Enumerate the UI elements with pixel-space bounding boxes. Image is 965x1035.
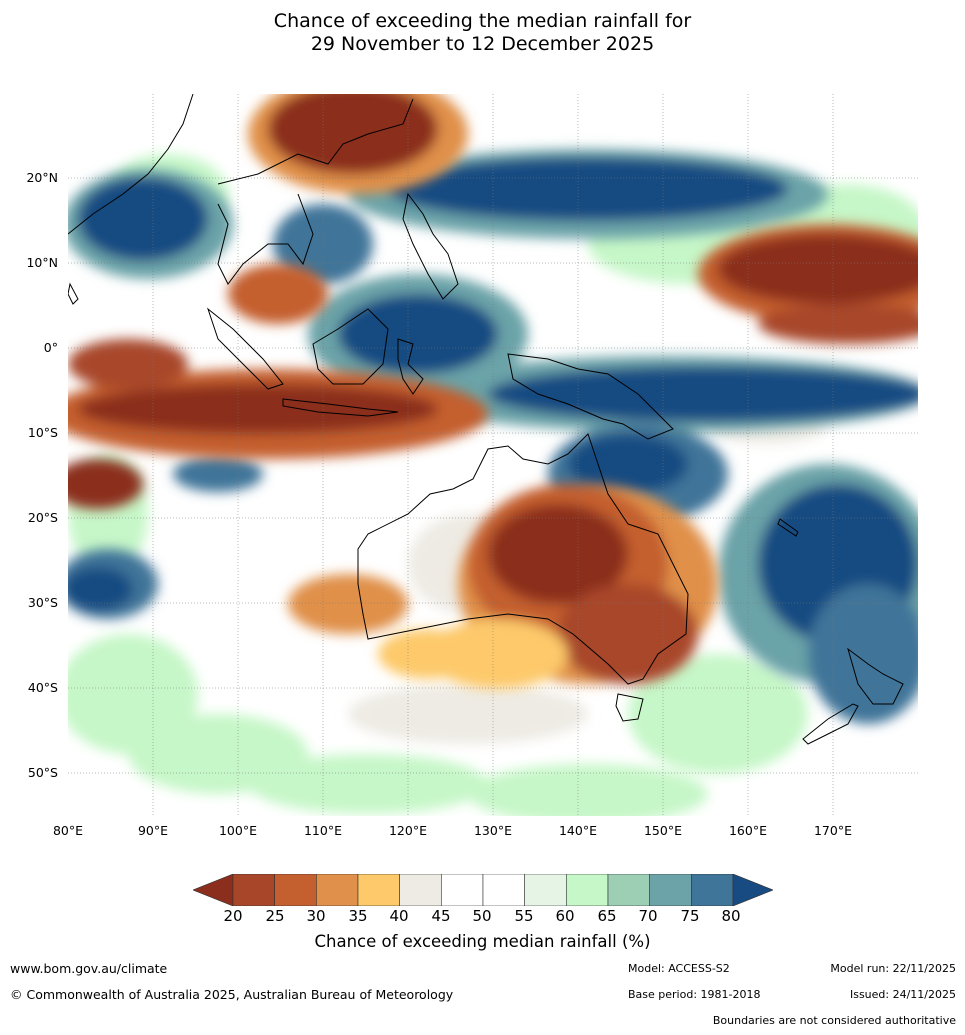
title-line-2: 29 November to 12 December 2025 (310, 33, 655, 55)
colorbar-tick-50: 50 (472, 907, 492, 925)
base-period-text: Base period: 1981-2018 (628, 988, 761, 1001)
colorbar-tick-80: 80 (721, 907, 741, 925)
colorbar-arrow-high (732, 874, 773, 906)
sri-lanka-coast (68, 282, 79, 305)
website-link[interactable]: www.bom.gov.au/climate (10, 961, 168, 976)
australia-coast (357, 433, 689, 685)
colorbar-tick-70: 70 (638, 907, 658, 925)
lat-label-10n: 10°N (26, 255, 58, 270)
colorbar-tick-30: 30 (306, 907, 326, 925)
lon-label-110e: 110°E (303, 823, 342, 838)
map-svg (68, 94, 918, 816)
colorbar-tick-25: 25 (265, 907, 285, 925)
colorbar (193, 874, 773, 906)
colorbar-cell (274, 874, 317, 906)
map-title: Chance of exceeding the median rainfall … (0, 10, 965, 56)
sulawesi-coast (397, 338, 424, 395)
lat-label-10s: 10°S (27, 425, 58, 440)
indochina-coast (217, 98, 414, 285)
lon-label-100e: 100°E (218, 823, 257, 838)
borneo-coast (312, 308, 389, 385)
colorbar-cell (441, 874, 484, 906)
colorbar-cell (691, 874, 734, 906)
colorbar-cell (524, 874, 567, 906)
lon-label-170e: 170°E (813, 823, 852, 838)
lat-label-40s: 40°S (27, 680, 58, 695)
colorbar-cells (193, 874, 773, 906)
colorbar-cell (607, 874, 650, 906)
lat-label-0: 0° (43, 340, 58, 355)
lon-label-120e: 120°E (388, 823, 427, 838)
colorbar-tick-65: 65 (597, 907, 617, 925)
colorbar-cell (357, 874, 400, 906)
copyright-text: © Commonwealth of Australia 2025, Austra… (10, 987, 454, 1002)
lat-label-20s: 20°S (27, 510, 58, 525)
colorbar-tick-75: 75 (680, 907, 700, 925)
colorbar-tick-55: 55 (514, 907, 534, 925)
lon-label-80e: 80°E (52, 823, 84, 838)
lat-label-20n: 20°N (26, 170, 58, 185)
title-line-1: Chance of exceeding the median rainfall … (273, 10, 692, 32)
new-zealand-south-coast (802, 703, 859, 745)
tasmania-coast (615, 693, 644, 722)
dry-regions (68, 94, 918, 689)
wet-regions (68, 149, 918, 724)
model-run-text: Model run: 22/11/2025 (830, 962, 956, 975)
lon-label-150e: 150°E (643, 823, 682, 838)
colorbar-cell (399, 874, 442, 906)
gridlines (68, 94, 918, 816)
rainfall-map (68, 94, 918, 816)
colorbar-arrow-low (193, 874, 234, 906)
philippines-coast (402, 192, 459, 300)
colorbar-tick-60: 60 (555, 907, 575, 925)
lat-label-30s: 30°S (27, 595, 58, 610)
india-coast (68, 94, 194, 235)
issued-text: Issued: 24/11/2025 (849, 988, 956, 1001)
lon-label-90e: 90°E (137, 823, 169, 838)
new-guinea-coast (507, 353, 674, 440)
colorbar-tick-45: 45 (431, 907, 451, 925)
colorbar-tick-40: 40 (389, 907, 409, 925)
lon-label-140e: 140°E (558, 823, 597, 838)
colorbar-cell (316, 874, 359, 906)
colorbar-cell (566, 874, 609, 906)
colorbar-tick-35: 35 (348, 907, 368, 925)
java-coast (282, 398, 399, 417)
new-caledonia-coast (777, 518, 799, 537)
colorbar-cell (232, 874, 275, 906)
sumatra-coast (206, 307, 284, 390)
colorbar-label: Chance of exceeding median rainfall (%) (314, 932, 651, 951)
new-zealand-north-coast (847, 647, 904, 705)
disclaimer-text: Boundaries are not considered authoritat… (712, 1014, 956, 1027)
model-text: Model: ACCESS-S2 (628, 962, 730, 975)
colorbar-tick-20: 20 (223, 907, 243, 925)
colorbar-cell (649, 874, 692, 906)
coastlines (68, 94, 904, 745)
lon-label-130e: 130°E (473, 823, 512, 838)
lon-label-160e: 160°E (728, 823, 767, 838)
colorbar-cell (482, 874, 525, 906)
lat-label-50s: 50°S (27, 765, 58, 780)
